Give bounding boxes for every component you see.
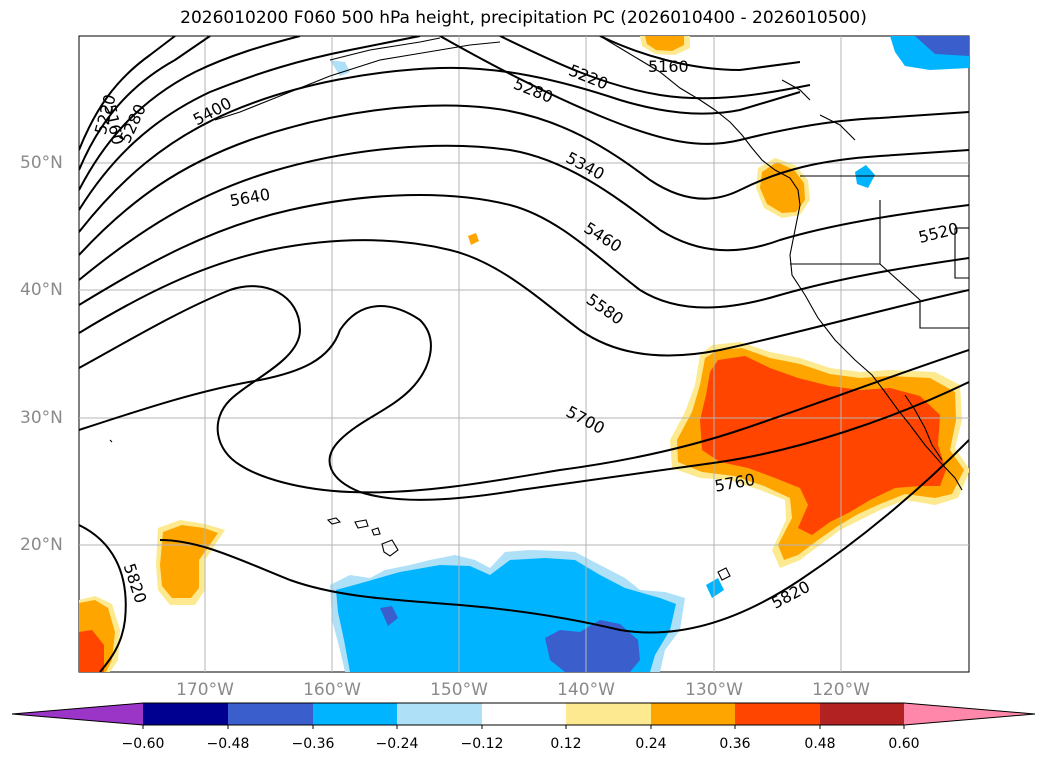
lon-label: 170°W xyxy=(176,680,234,700)
precip-orange-nw xyxy=(760,162,805,213)
contour-5220-e xyxy=(499,36,811,100)
colorbar-bin xyxy=(651,703,735,725)
contour-5400 xyxy=(79,66,801,233)
lon-label: 150°W xyxy=(430,680,488,700)
colorbar-bin xyxy=(820,703,904,725)
colorbar-tick-label: 0.36 xyxy=(719,736,751,752)
colorbar-tick-label: 0.48 xyxy=(804,736,836,752)
colorbar-tick-label: −0.12 xyxy=(460,736,504,752)
lon-label: 140°W xyxy=(557,680,615,700)
precip-blue-small-c xyxy=(330,60,350,76)
colorbar-tick-label: 0.60 xyxy=(888,736,920,752)
lat-label: 20°N xyxy=(20,535,63,555)
precip-orange-n xyxy=(645,36,684,51)
contour-5160-e xyxy=(599,36,801,72)
lat-label: 30°N xyxy=(20,408,63,428)
colorbar-over-arrow xyxy=(904,703,1035,725)
colorbar-tick-label: −0.60 xyxy=(121,736,165,752)
contour-label: 5160 xyxy=(648,57,689,76)
contour-5580-a xyxy=(79,194,969,309)
precip-orange-west xyxy=(160,525,218,598)
colorbar-bin xyxy=(313,703,397,725)
lat-label: 50°N xyxy=(20,153,63,173)
precip-darkblue-a xyxy=(380,606,398,626)
precip-dot xyxy=(468,233,479,245)
colorbar-tick-label: −0.48 xyxy=(206,736,250,752)
colorbar-bin xyxy=(482,703,566,725)
contour-5220 xyxy=(79,36,211,171)
lon-label: 160°W xyxy=(303,680,361,700)
contour-5520 xyxy=(79,144,969,281)
map-title: 2026010200 F060 500 hPa height, precipit… xyxy=(180,8,867,28)
contour-5160 xyxy=(79,36,176,151)
contour-5460-a xyxy=(79,104,969,256)
lon-label: 130°W xyxy=(685,680,743,700)
colorbar-tick-label: −0.36 xyxy=(291,736,335,752)
precip-red-main xyxy=(700,356,946,535)
height-contours xyxy=(79,36,969,672)
colorbar-bin xyxy=(143,703,228,725)
precip-blue-small-b xyxy=(706,578,724,598)
colorbar-tick-label: 0.12 xyxy=(550,736,582,752)
precip-red-sw xyxy=(79,630,104,672)
colorbar-bin xyxy=(228,703,313,725)
colorbar-bin xyxy=(397,703,482,725)
lat-label: 40°N xyxy=(20,280,63,300)
contour-5820-b xyxy=(159,439,969,634)
precip-darkblue-b xyxy=(545,620,640,672)
colorbar-bin xyxy=(735,703,820,725)
colorbar-tick-label: 0.24 xyxy=(635,736,667,752)
colorbar xyxy=(11,702,1036,729)
lon-label: 120°W xyxy=(812,680,870,700)
contour-5340-w xyxy=(79,36,421,211)
precip-negative-areas xyxy=(330,36,969,672)
contour-5700 xyxy=(79,285,969,494)
colorbar-under-arrow xyxy=(12,703,143,725)
colorbar-bin xyxy=(566,703,651,725)
contour-5760 xyxy=(79,305,969,501)
contour-5280-e xyxy=(439,36,969,145)
contour-5280-w xyxy=(79,36,301,191)
coastlines xyxy=(109,36,969,581)
contour-5640 xyxy=(79,239,969,357)
contour-5820 xyxy=(79,524,127,672)
colorbar-tick-label: −0.24 xyxy=(375,736,419,752)
precip-darkblue-north xyxy=(915,36,969,56)
